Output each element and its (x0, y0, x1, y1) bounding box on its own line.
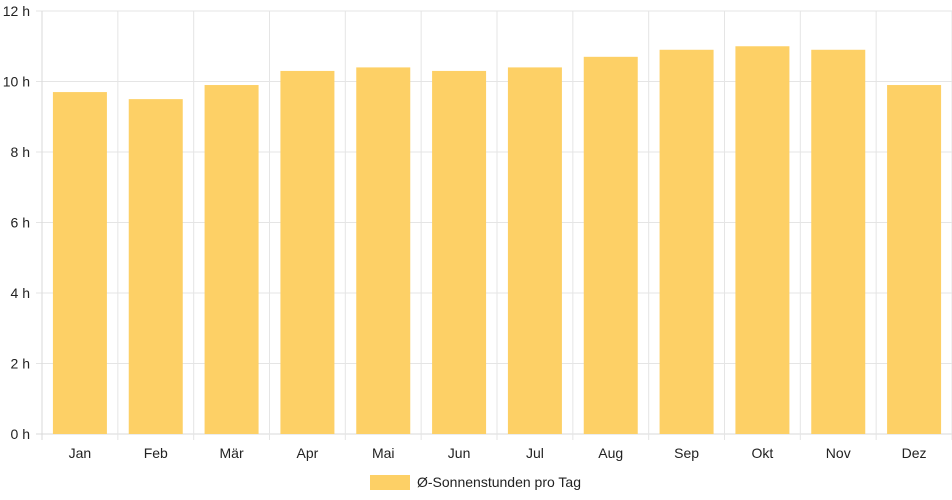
y-tick-label: 10 h (3, 74, 30, 90)
bar[interactable] (356, 67, 411, 435)
bar[interactable] (887, 85, 942, 435)
bar[interactable] (280, 70, 335, 435)
x-tick-label: Jun (448, 445, 471, 461)
x-tick-label: Apr (297, 445, 319, 461)
bar[interactable] (811, 49, 866, 435)
y-tick-label: 4 h (11, 285, 30, 301)
bar[interactable] (735, 46, 790, 434)
x-tick-label: Dez (902, 445, 927, 461)
x-tick-label: Mai (372, 445, 395, 461)
x-tick-label: Nov (826, 445, 851, 461)
legend-swatch[interactable] (370, 475, 410, 490)
legend-label[interactable]: Ø-Sonnenstunden pro Tag (417, 474, 581, 490)
x-tick-label: Sep (674, 445, 699, 461)
y-tick-label: 6 h (11, 215, 30, 231)
bar[interactable] (52, 92, 107, 434)
y-axis-ticks: 0 h 2 h 4 h 6 h 8 h 10 h 12 h (3, 3, 30, 442)
bar[interactable] (583, 56, 638, 434)
y-tick-label: 0 h (11, 426, 30, 442)
x-tick-label: Jul (526, 445, 544, 461)
gridlines (36, 10, 952, 440)
bar[interactable] (507, 67, 562, 435)
y-tick-label: 12 h (3, 3, 30, 19)
bar[interactable] (432, 70, 487, 435)
x-tick-label: Feb (144, 445, 168, 461)
x-tick-label: Okt (752, 445, 774, 461)
y-tick-label: 8 h (11, 144, 30, 160)
bars (52, 46, 942, 435)
x-tick-label: Aug (598, 445, 623, 461)
bar[interactable] (659, 49, 714, 435)
legend[interactable]: Ø-Sonnenstunden pro Tag (370, 474, 581, 490)
bar[interactable] (204, 85, 259, 435)
y-tick-label: 2 h (11, 356, 30, 372)
x-tick-label: Mär (220, 445, 244, 461)
bar[interactable] (128, 99, 183, 434)
x-axis-ticks: Jan Feb Mär Apr Mai Jun Jul Aug Sep Okt Nov Dez (69, 445, 927, 461)
x-tick-label: Jan (69, 445, 92, 461)
